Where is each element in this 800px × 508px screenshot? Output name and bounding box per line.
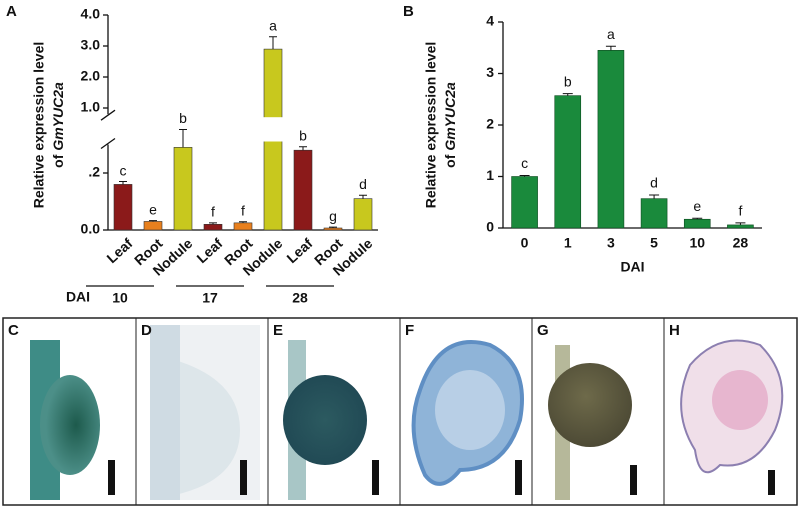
error-bar [359, 194, 367, 199]
y-axis-label: Relative expression level [31, 42, 47, 209]
panel-label: E [273, 322, 283, 339]
y-tick-label: 3 [486, 64, 494, 80]
bar [293, 149, 313, 231]
bar [353, 198, 373, 231]
error-bar [299, 146, 307, 151]
y-tick-label: 0.0 [81, 221, 101, 237]
bar-break-gap [263, 117, 283, 142]
significance-letter: e [149, 201, 157, 217]
y-tick-label: 4.0 [81, 6, 101, 22]
significance-letter: g [329, 208, 337, 224]
bar [203, 224, 223, 231]
error-bar [562, 93, 573, 96]
significance-letter: b [179, 110, 187, 126]
bar [323, 227, 343, 231]
bar [233, 222, 253, 231]
panel-label: A [6, 3, 17, 20]
x-tick-label: 3 [607, 235, 615, 251]
error-bar [329, 226, 337, 229]
bar [554, 95, 582, 229]
x-tick-label: 28 [733, 235, 749, 251]
y-tick-label: 2 [486, 116, 494, 132]
significance-letter: a [607, 26, 615, 42]
error-bar [119, 181, 127, 185]
x-axis-label: DAI [620, 259, 644, 275]
gene-name: GmYUC2a [50, 82, 66, 151]
x-tick-label: 5 [650, 235, 658, 251]
group-label: 17 [202, 290, 218, 306]
bar [597, 50, 625, 229]
group-label: 10 [112, 290, 128, 306]
bar [113, 184, 133, 231]
bar [173, 147, 193, 231]
panel-label: C [8, 322, 19, 339]
gene-name: GmYUC2a [442, 82, 458, 151]
error-bar [735, 222, 746, 225]
error-bar [149, 220, 157, 222]
bar [511, 176, 538, 229]
x-tick-label: 10 [689, 235, 705, 251]
error-bar [692, 217, 703, 220]
y-axis-label-prefix: of [50, 154, 66, 168]
x-tick-label: 0 [521, 235, 529, 251]
error-bar [519, 174, 530, 177]
panel-label: B [403, 3, 414, 20]
y-axis-label-prefix: of [442, 154, 458, 168]
x-tick-label: Leaf [283, 235, 315, 266]
y-tick-label: 1 [486, 167, 494, 183]
error-bar [179, 129, 187, 148]
significance-letter: a [269, 17, 277, 33]
bar [727, 224, 754, 229]
bar [143, 221, 163, 231]
x-tick-label: 1 [564, 235, 572, 251]
y-tick-label: 0 [486, 219, 494, 235]
y-tick-label: 3.0 [81, 37, 101, 53]
image-panels [2, 317, 798, 506]
bar [683, 218, 711, 229]
significance-letter: f [738, 203, 742, 219]
significance-letter: c [120, 162, 127, 178]
x-tick-label: Leaf [103, 235, 135, 266]
x-tick-label: Leaf [193, 235, 225, 266]
error-bar [209, 222, 217, 225]
y-tick-label: .2 [88, 164, 100, 180]
y-tick-label: 1.0 [81, 99, 101, 115]
panel-label: G [537, 322, 549, 339]
axis-break [100, 109, 116, 121]
y-axis-label: of GmYUC2a [50, 82, 66, 168]
error-bar [269, 36, 277, 50]
significance-letter: c [521, 155, 528, 171]
panel-label: D [141, 322, 152, 339]
bar [640, 198, 668, 229]
significance-letter: b [564, 73, 572, 89]
panel-label: F [405, 322, 414, 339]
group-axis-label: DAI [66, 289, 90, 305]
significance-letter: f [241, 202, 245, 218]
error-bar [649, 194, 660, 199]
significance-letter: b [299, 127, 307, 143]
significance-letter: d [359, 176, 367, 192]
y-axis-label: Relative expression level [423, 42, 439, 209]
y-tick-label: 2.0 [81, 68, 101, 84]
significance-letter: e [693, 198, 701, 214]
error-bar [605, 45, 616, 51]
significance-letter: d [650, 175, 658, 191]
error-bar [239, 221, 247, 223]
y-tick-label: 4 [486, 13, 494, 29]
y-axis-label: of GmYUC2a [442, 82, 458, 168]
panel-label: H [669, 322, 680, 339]
significance-letter: f [211, 204, 215, 220]
group-label: 28 [292, 290, 308, 306]
axis-break [100, 137, 116, 150]
